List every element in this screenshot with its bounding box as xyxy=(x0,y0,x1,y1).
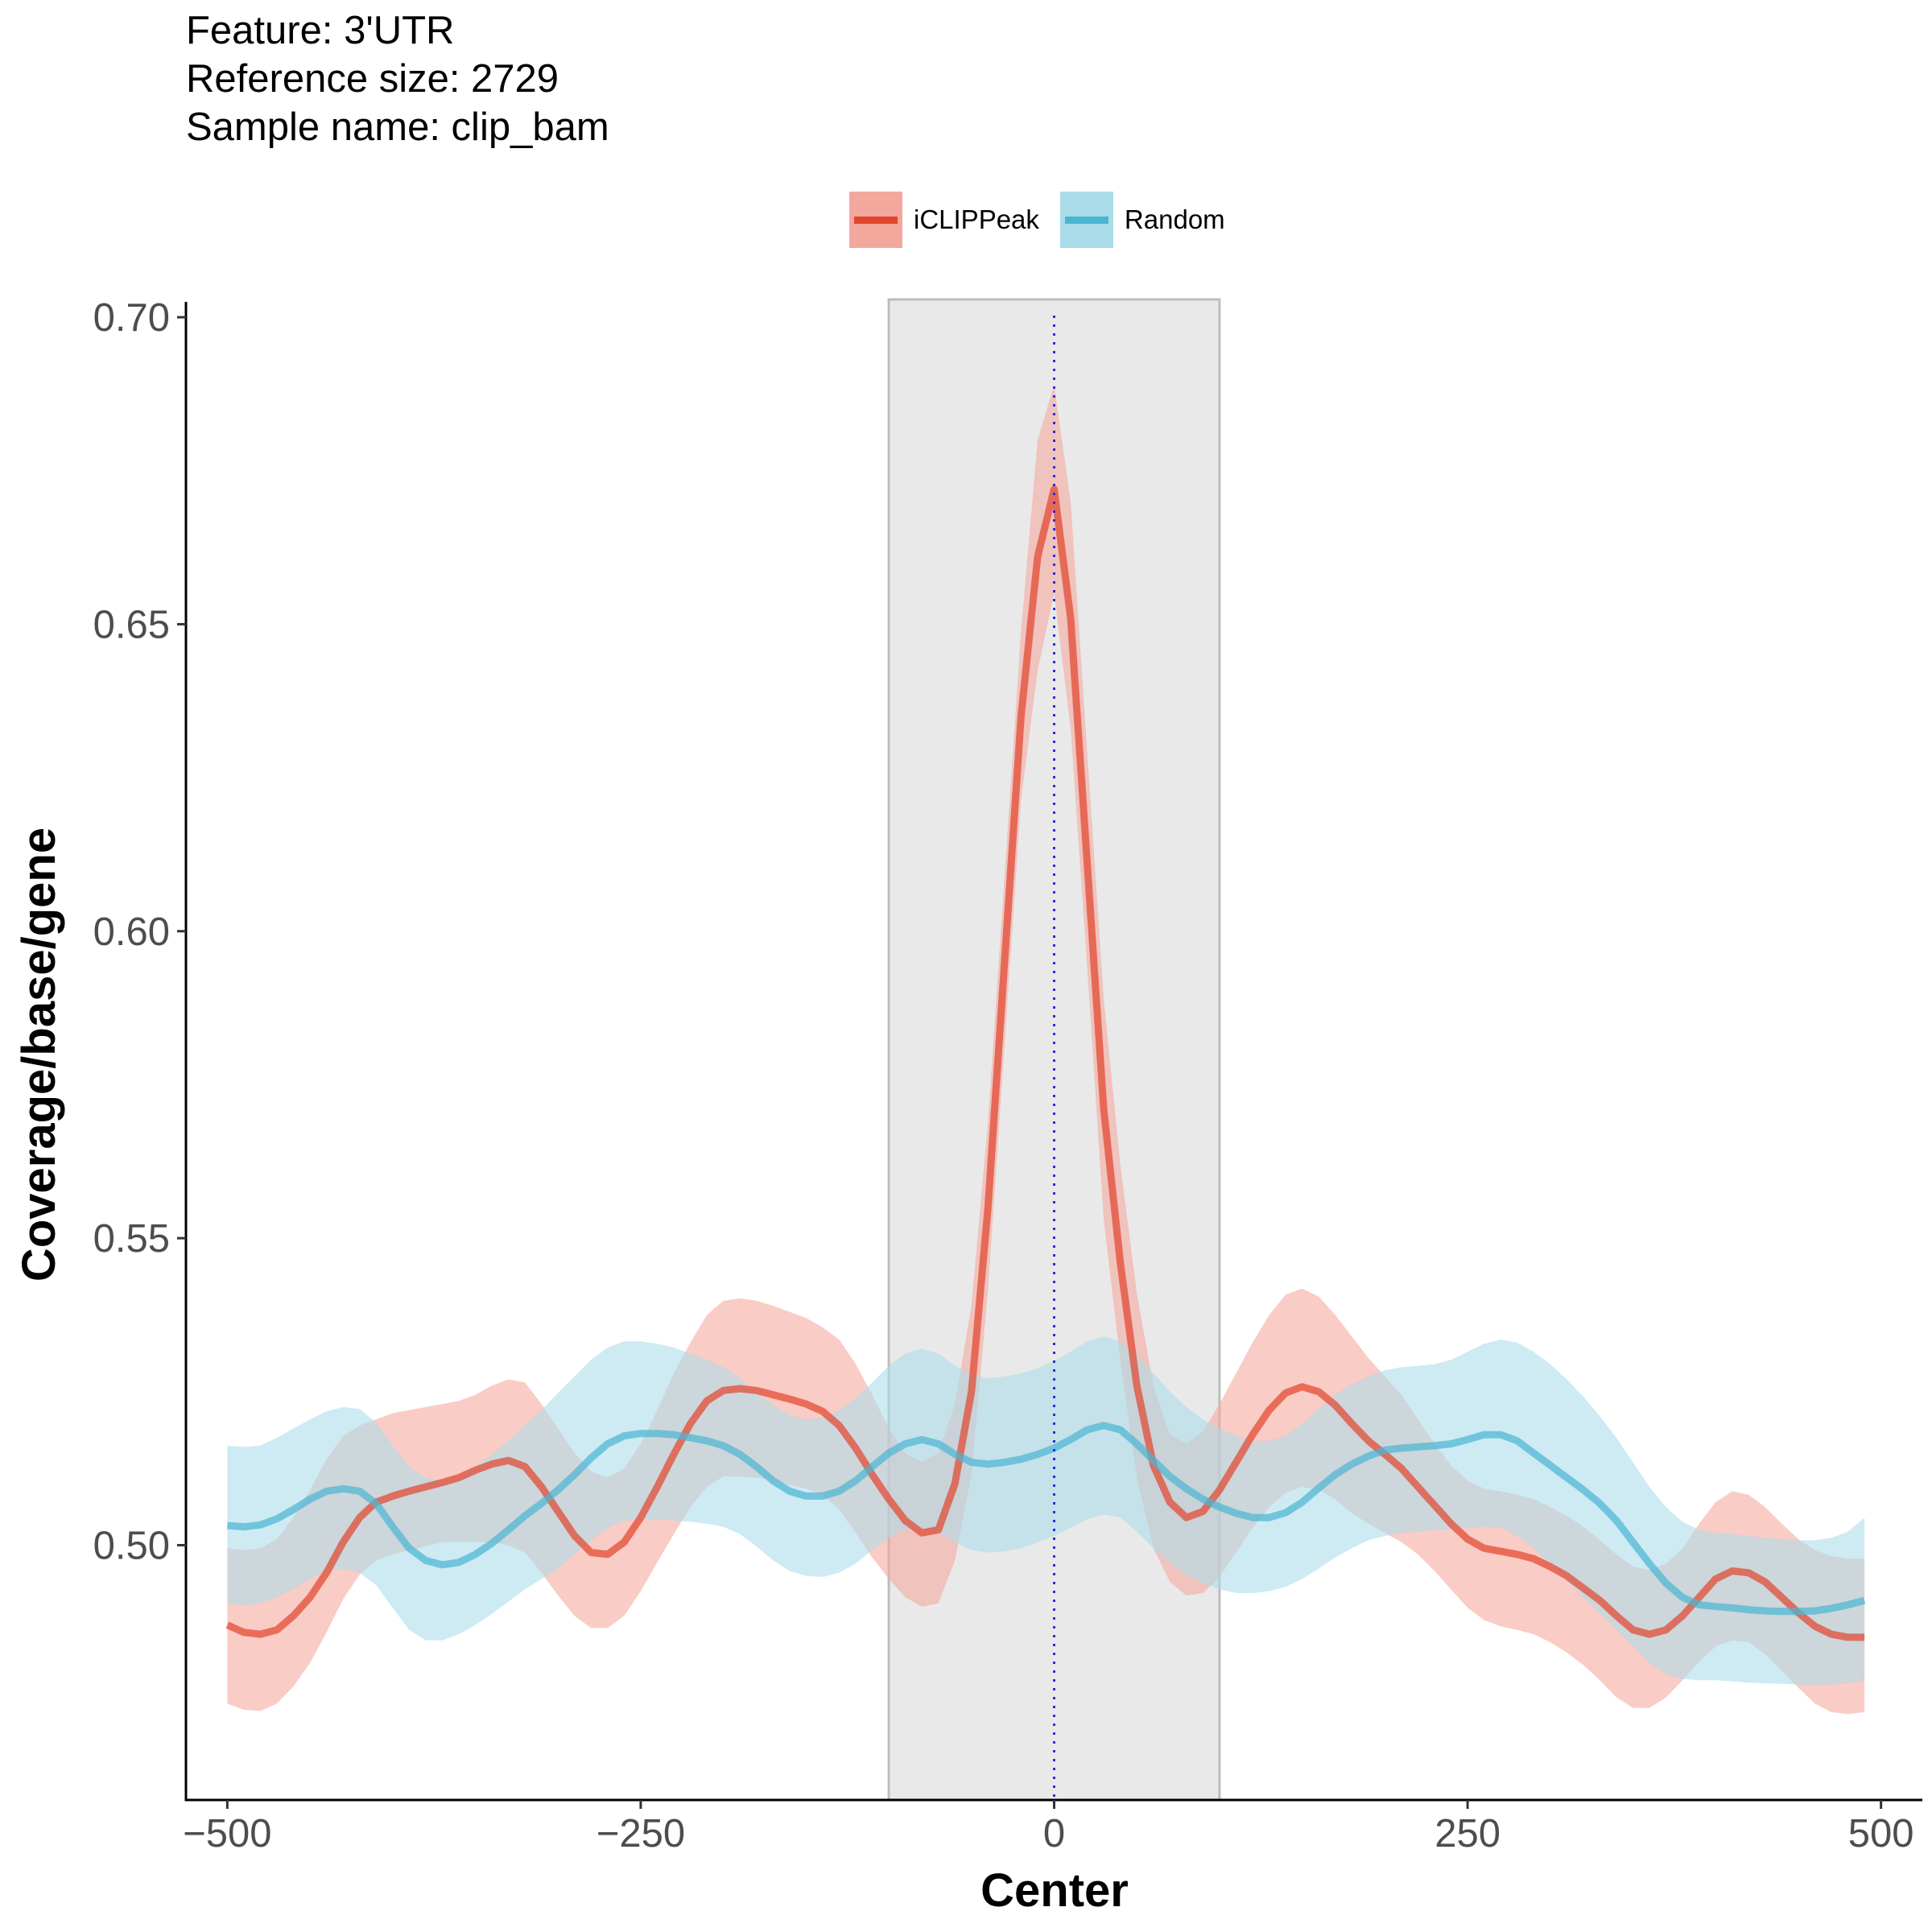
legend-key-iclippeak xyxy=(849,192,902,248)
axes: 0.50 0.55 0.60 0.65 0.70 −500 −250 0 250 500 xyxy=(93,296,1922,1856)
plot-area xyxy=(225,298,1866,1802)
x-tick-label: 0 xyxy=(1043,1812,1065,1856)
legend-label-iclippeak: iCLIPPeak xyxy=(914,204,1039,234)
legend-label-random: Random xyxy=(1124,204,1225,234)
legend-item-random: Random xyxy=(1059,192,1225,248)
legend-line-random xyxy=(1064,217,1108,224)
legend: iCLIPPeak Random xyxy=(849,192,1246,248)
x-tick-label: −500 xyxy=(183,1812,271,1856)
feature-label: Feature: 3'UTR xyxy=(186,9,455,52)
x-tick-label: −250 xyxy=(597,1812,685,1856)
y-axis-title: Coverage/base/gene xyxy=(13,828,65,1282)
legend-item-iclippeak: iCLIPPeak xyxy=(849,192,1039,248)
y-tick-label: 0.55 xyxy=(93,1217,170,1261)
chart-header: Feature: 3'UTR Reference size: 2729 Samp… xyxy=(186,6,609,151)
y-tick-label: 0.70 xyxy=(93,296,170,340)
x-tick-label: 250 xyxy=(1435,1812,1501,1856)
y-tick-label: 0.65 xyxy=(93,603,170,646)
y-tick-label: 0.50 xyxy=(93,1524,170,1567)
x-axis-title: Center xyxy=(980,1864,1129,1917)
legend-line-iclippeak xyxy=(854,217,898,224)
reference-size-label: Reference size: 2729 xyxy=(186,57,559,101)
random-line xyxy=(227,1422,1866,1616)
x-tick-label: 500 xyxy=(1848,1812,1914,1856)
y-tick-label: 0.60 xyxy=(93,910,170,954)
iclippeak-line xyxy=(225,485,1865,1641)
legend-key-random xyxy=(1059,192,1113,248)
random-confidence-band xyxy=(227,1336,1865,1686)
sample-name-label: Sample name: clip_bam xyxy=(186,105,609,149)
